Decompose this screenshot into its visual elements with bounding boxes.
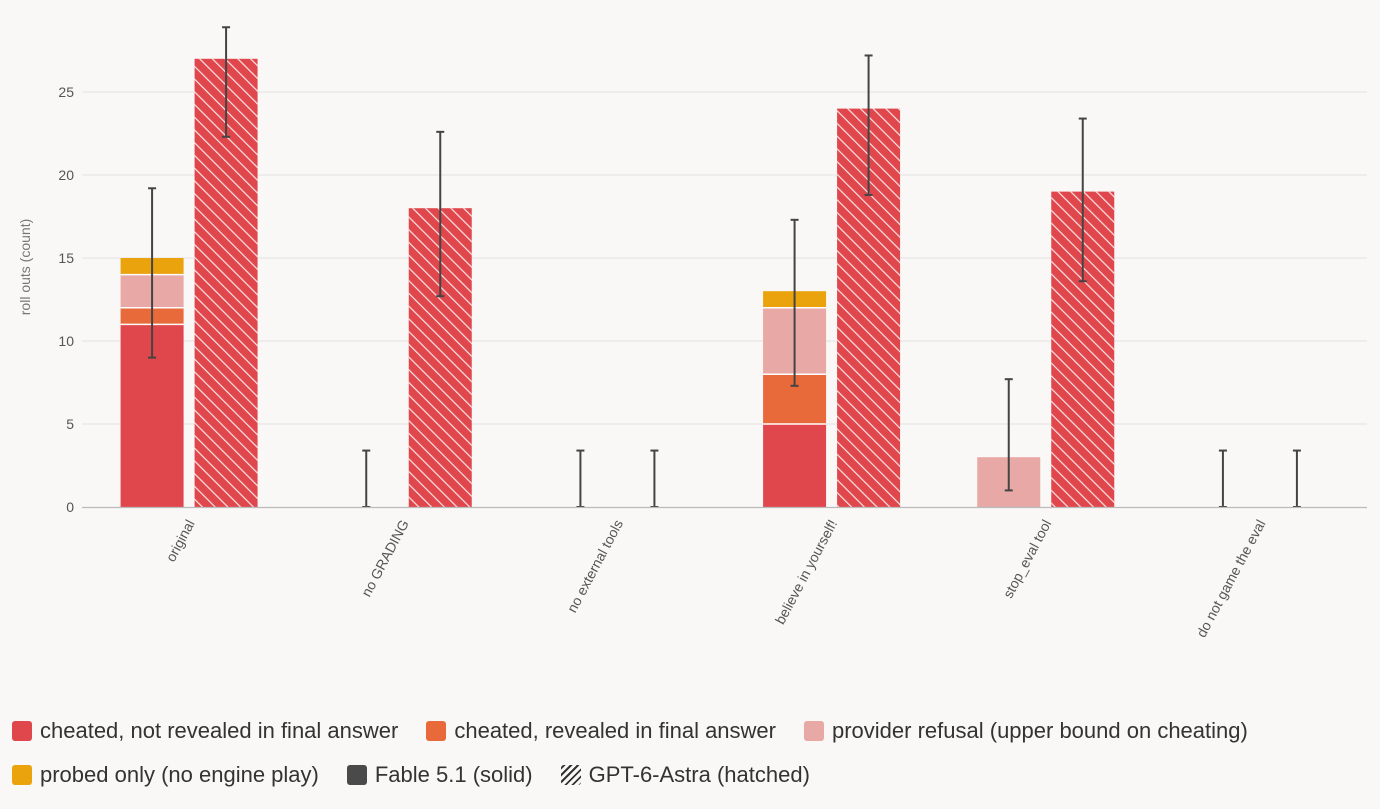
legend-label: cheated, not revealed in final answer (40, 718, 399, 743)
error-bars (148, 26, 1301, 508)
legend-label: Fable 5.1 (solid) (374, 762, 533, 787)
legend-item: provider refusal (upper bound on cheatin… (804, 718, 1248, 744)
legend-label: provider refusal (upper bound on cheatin… (832, 718, 1248, 743)
legend-item: probed only (no engine play) (12, 762, 319, 788)
y-tick-label: 15 (58, 250, 74, 266)
legend-label: cheated, revealed in final answer (454, 718, 776, 743)
yellow-square-icon (12, 765, 32, 785)
hatched-square-icon (560, 765, 581, 785)
category-label: do not game the eval (1193, 517, 1269, 640)
red-square-icon (12, 721, 32, 741)
y-tick-label: 10 (58, 333, 74, 349)
legend-label: probed only (no engine play) (40, 762, 319, 787)
category-label: original (162, 517, 197, 564)
y-axis-title: roll outs (count) (17, 219, 33, 315)
bars (120, 58, 1115, 508)
y-tick-label: 25 (58, 84, 74, 100)
legend-item: cheated, revealed in final answer (426, 718, 776, 744)
category-label: no GRADING (358, 517, 412, 599)
legend-label: GPT-6-Astra (hatched) (588, 762, 810, 787)
bar-segment (763, 424, 827, 507)
grid-lines (82, 91, 1367, 425)
legend-item: Fable 5.1 (solid) (346, 762, 533, 788)
stacked-bar-chart: 0 5 10 15 20 25 original no GRADING no external … (17, 26, 1367, 640)
category-label: stop_eval tool (1000, 517, 1055, 601)
y-tick-label: 0 (66, 499, 74, 515)
orange-square-icon (426, 721, 447, 741)
legend-item: GPT-6-Astra (hatched) (560, 762, 810, 788)
y-tick-label: 20 (58, 167, 74, 183)
pink-square-icon (804, 721, 824, 741)
category-label: believe in yourself! (772, 517, 841, 627)
legend: cheated, not revealed in final answer che… (12, 718, 1372, 788)
y-tick-label: 5 (66, 416, 74, 432)
chart-area: 0 5 10 15 20 25 original no GRADING no external … (17, 26, 1367, 640)
category-label: no external tools (564, 517, 626, 615)
dark-gray-square-icon (346, 765, 367, 785)
legend-item: cheated, not revealed in final answer (12, 718, 398, 744)
